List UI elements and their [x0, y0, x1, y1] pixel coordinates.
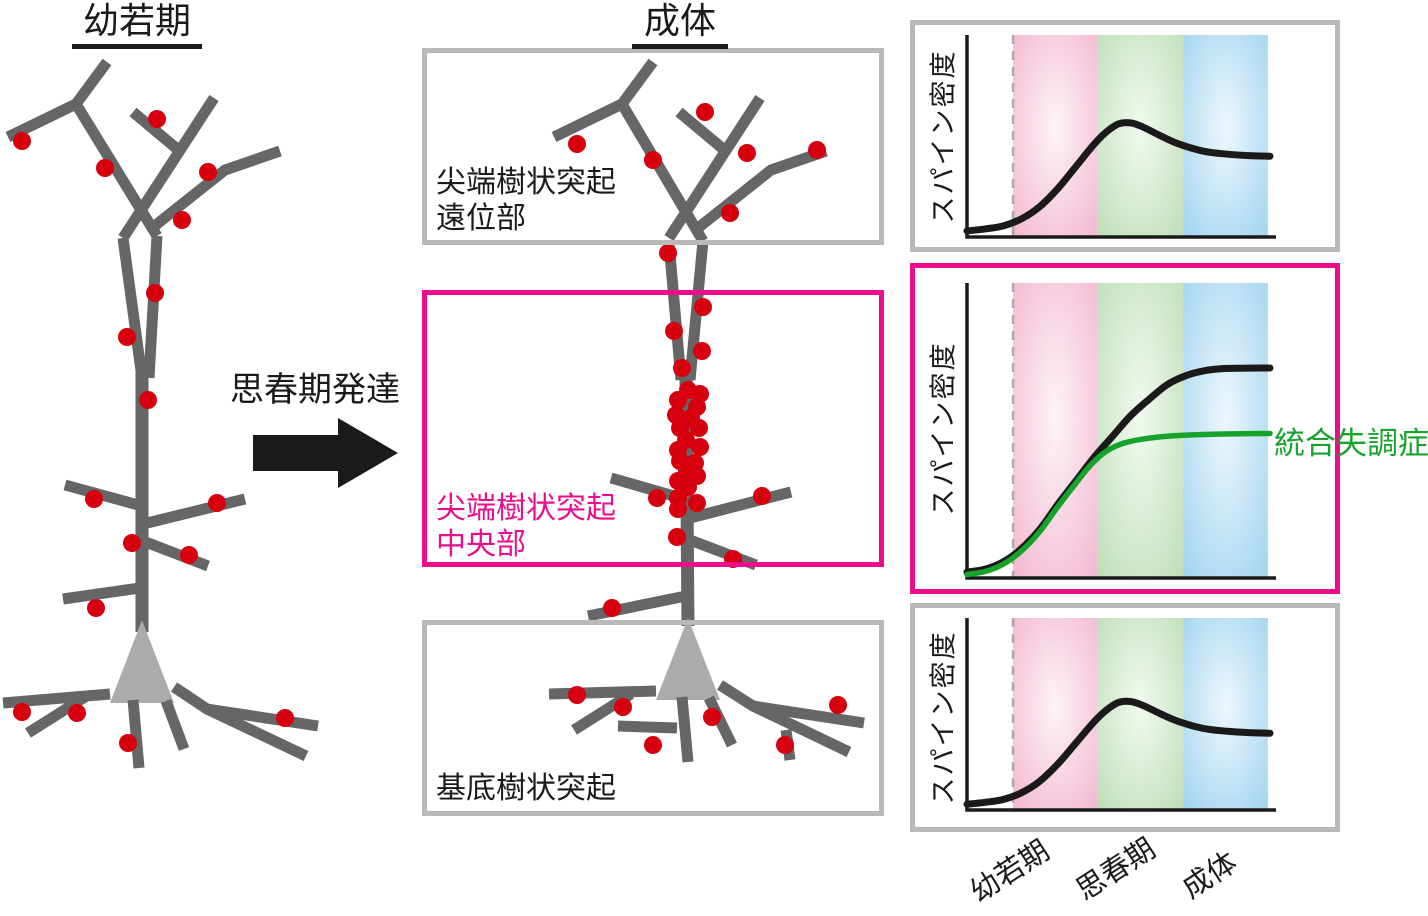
right-arrow-icon: [253, 418, 398, 488]
y-axis-label: スパイン密度: [928, 341, 959, 516]
x-stage-label-adult: 成体: [1176, 846, 1244, 905]
stage-band-blue: [1183, 35, 1268, 237]
y-axis-label: スパイン密度: [928, 49, 959, 223]
y-axis-label: スパイン密度: [928, 630, 959, 805]
adult-title: 成体: [632, 0, 728, 49]
adult-neuron-drawing: [548, 58, 865, 763]
graph-panel-apical-central: スパイン密度: [910, 263, 1340, 594]
basal-dendrites: [548, 680, 865, 763]
stage-band-pink: [1013, 283, 1098, 578]
region-box-apical-central: 尖端樹状突起 中央部: [422, 290, 884, 567]
soma-triangle: [110, 620, 174, 703]
spine-dots: [568, 103, 847, 754]
juvenile-neuron-drawing: [2, 58, 319, 769]
stage-band-green: [1097, 35, 1184, 237]
region-label-apical-central: 尖端樹状突起 中央部: [436, 492, 616, 561]
y-axis-label-wrap: スパイン密度: [915, 608, 967, 827]
stage-band-green: [1097, 283, 1184, 578]
region-box-apical-distal: 尖端樹状突起 遠位部: [422, 48, 884, 245]
stage-band-blue: [1183, 618, 1268, 810]
region-label-basal: 基底樹状突起: [436, 772, 616, 805]
x-stage-label-juvenile: 幼若期: [964, 834, 1056, 909]
soma-triangle: [656, 618, 720, 700]
curve-統合失調症: [964, 430, 1273, 578]
puberty-development-label: 思春期発達: [230, 371, 400, 409]
spine-dots: [13, 110, 294, 752]
region-box-basal: 基底樹状突起: [422, 620, 884, 816]
graph-panel-apical-distal: スパイン密度: [910, 20, 1340, 252]
y-axis-label-wrap: スパイン密度: [915, 25, 967, 247]
oblique-dendrites: [62, 479, 247, 605]
stage-band-pink: [1013, 618, 1098, 810]
y-axis-label-wrap: スパイン密度: [915, 268, 967, 589]
axes: [965, 283, 1276, 580]
curve-typical: [963, 119, 1274, 235]
apical-tuft: [5, 58, 282, 379]
region-label-apical-distal: 尖端樹状突起 遠位部: [436, 166, 616, 235]
juvenile-title: 幼若期: [72, 0, 202, 49]
x-stage-label-puberty: 思春期: [1070, 832, 1162, 907]
curve-typical: [963, 697, 1274, 808]
axes: [965, 618, 1276, 812]
stage-band-green: [1097, 618, 1184, 810]
stage-band-blue: [1183, 283, 1268, 578]
schizophrenia-annotation: 統合失調症: [1274, 426, 1428, 461]
graph-panel-basal: スパイン密度: [910, 603, 1340, 832]
axes: [965, 35, 1276, 239]
stage-band-pink: [1013, 35, 1098, 237]
